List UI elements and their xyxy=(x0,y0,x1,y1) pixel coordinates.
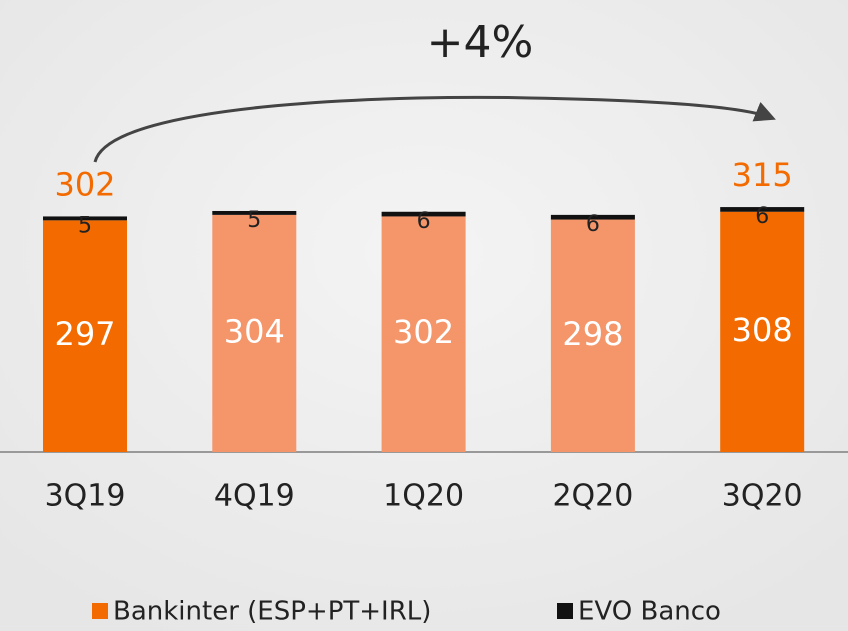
x-tick-label: 4Q19 xyxy=(214,479,295,514)
value-label: 5 xyxy=(247,208,261,233)
legend-label: EVO Banco xyxy=(578,597,721,627)
chart: +4% Bankinter (ESP+PT+IRL) EVO Banco 297 5… xyxy=(0,0,848,631)
value-label: 6 xyxy=(417,209,431,234)
legend: Bankinter (ESP+PT+IRL) EVO Banco xyxy=(92,597,721,627)
value-label: 6 xyxy=(586,212,600,237)
legend-swatch xyxy=(557,603,573,619)
legend-label: Bankinter (ESP+PT+IRL) xyxy=(113,597,431,627)
value-label: 304 xyxy=(224,312,285,350)
x-tick-label: 3Q19 xyxy=(45,479,126,514)
value-label: 6 xyxy=(755,204,769,229)
x-tick-label: 2Q20 xyxy=(552,479,633,514)
value-label: 5 xyxy=(78,213,92,238)
value-label: 308 xyxy=(732,311,793,349)
x-tick-label: 3Q20 xyxy=(722,479,803,514)
value-label: 298 xyxy=(562,315,623,353)
legend-swatch xyxy=(92,603,108,619)
value-label: 302 xyxy=(393,313,454,351)
value-label: 297 xyxy=(54,315,115,353)
x-tick-label: 1Q20 xyxy=(383,479,464,514)
total-label: 302 xyxy=(54,165,115,203)
total-label: 315 xyxy=(732,156,793,194)
growth-annotation: +4% xyxy=(427,17,534,68)
